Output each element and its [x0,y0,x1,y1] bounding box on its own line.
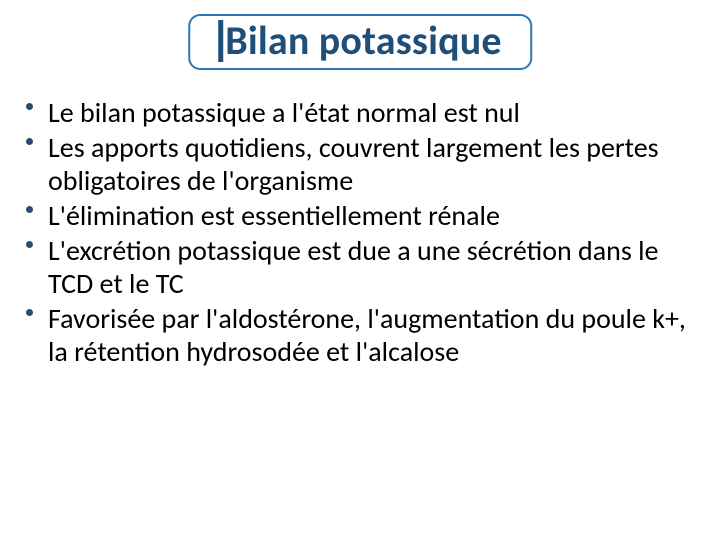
bullet-text: Le bilan potassique a l'état normal est … [48,95,520,130]
list-item: Favorisée par l'aldostérone, l'augmentat… [20,302,696,368]
bullet-text: Favorisée par l'aldostérone, l'augmentat… [48,301,686,369]
title-box: Bilan potassique [188,14,532,70]
list-item: L'élimination est essentiellement rénale [20,199,696,232]
bullet-dot-icon [26,309,33,316]
slide-title: Bilan potassique [225,20,502,62]
list-item: Le bilan potassique a l'état normal est … [20,96,696,129]
bullet-text: L'excrétion potassique est due a une séc… [48,233,658,301]
list-item: Les apports quotidiens, couvrent largeme… [20,131,696,197]
bullet-dot-icon [26,206,33,213]
bullet-dot-icon [26,138,33,145]
bullet-list: Le bilan potassique a l'état normal est … [20,96,696,370]
bullet-dot-icon [26,103,33,110]
title-accent-bar [218,20,223,62]
bullet-text: Les apports quotidiens, couvrent largeme… [48,130,659,198]
list-item: L'excrétion potassique est due a une séc… [20,234,696,300]
bullet-dot-icon [26,241,33,248]
bullet-text: L'élimination est essentiellement rénale [48,198,500,233]
